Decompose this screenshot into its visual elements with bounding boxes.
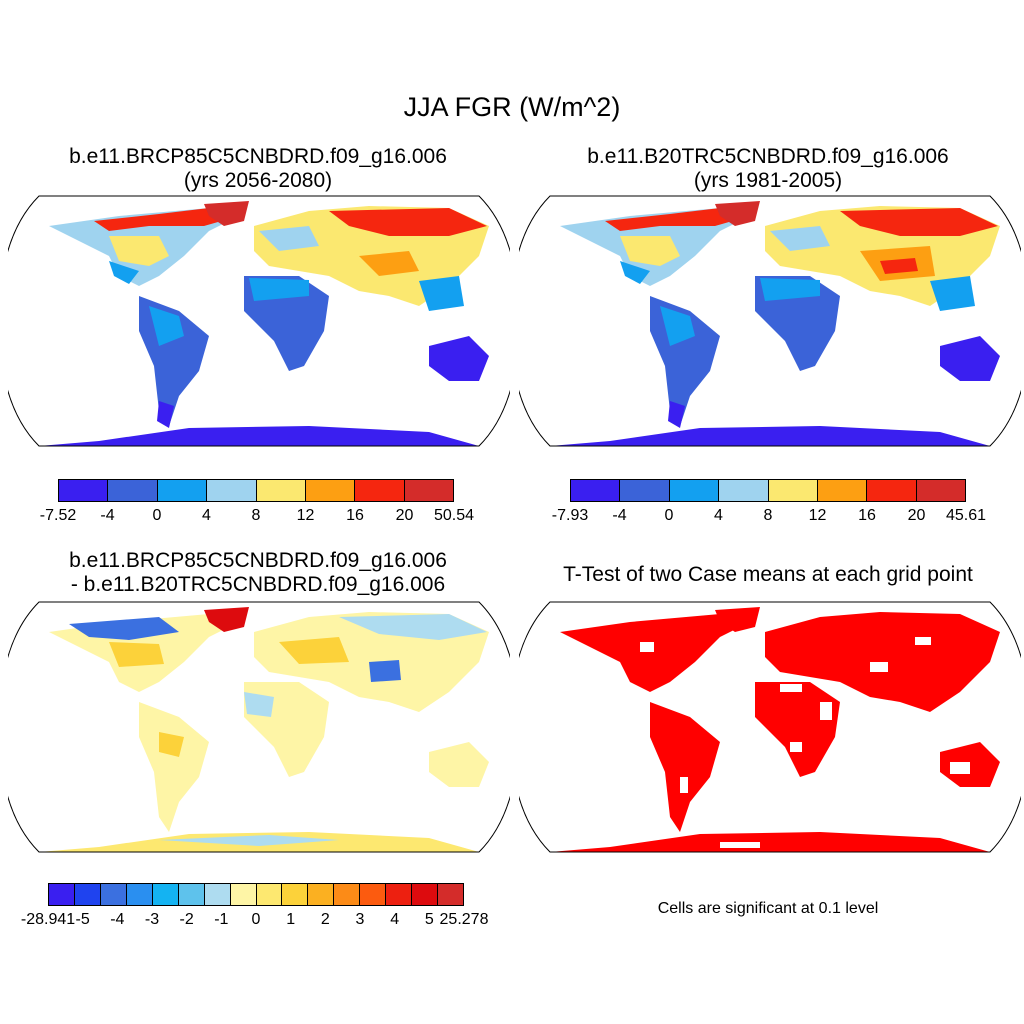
colorbar-tick-label: -4 bbox=[612, 507, 627, 524]
panel2-colorbar bbox=[570, 479, 966, 502]
colorbar-tick-label: -7.52 bbox=[39, 507, 77, 524]
africa bbox=[755, 682, 840, 777]
panel1-title-line1: b.e11.BRCP85C5CNBDRD.f09_g16.006 bbox=[69, 145, 447, 168]
south-america bbox=[650, 702, 720, 832]
colorbar-tick-label: 20 bbox=[907, 507, 926, 524]
panel2-colorbar-labels: -7.93 -4 0 4 8 12 16 20 45.61 bbox=[552, 507, 986, 527]
colorbar-tick-label: -1 bbox=[214, 911, 229, 928]
colorbar-box bbox=[719, 480, 769, 501]
colorbar-tick-label: 25.278 bbox=[439, 911, 489, 928]
colorbar-box bbox=[282, 884, 309, 905]
colorbar-tick-label: -4 bbox=[110, 911, 125, 928]
colorbar-tick-label: 0 bbox=[664, 507, 674, 524]
colorbar-box bbox=[178, 884, 205, 905]
panel3-colorbar bbox=[48, 883, 464, 906]
colorbar-tick-label: 4 bbox=[202, 507, 211, 524]
antarctica bbox=[39, 426, 479, 446]
colorbar-box bbox=[108, 480, 158, 501]
colorbar-tick-label: 1 bbox=[286, 911, 296, 928]
colorbar-box bbox=[334, 884, 361, 905]
colorbar-box bbox=[256, 480, 306, 501]
colorbar-tick-label: 20 bbox=[395, 507, 414, 524]
colorbar-tick-label: 0 bbox=[152, 507, 162, 524]
colorbar-box bbox=[305, 480, 356, 501]
colorbar-box bbox=[386, 884, 413, 905]
panel3-colorbar-labels: -28.941 -5 -4 -3 -2 -1 0 1 2 3 4 5 25.278 bbox=[21, 911, 489, 931]
colorbar-tick-label: 16 bbox=[346, 507, 364, 524]
colorbar-box bbox=[817, 480, 868, 501]
main-title: JJA FGR (W/m^2) bbox=[403, 92, 621, 122]
colorbar-box bbox=[74, 884, 101, 905]
colorbar-tick-label: -3 bbox=[144, 911, 160, 928]
colorbar-box bbox=[355, 480, 405, 501]
colorbar-box bbox=[207, 480, 257, 501]
colorbar-box bbox=[204, 884, 231, 905]
panel3-title-line2: - b.e11.B20TRC5CNBDRD.f09_g16.006 bbox=[70, 573, 446, 596]
panel1-colorbar-labels: -7.52 -4 0 4 8 12 16 20 50.54 bbox=[40, 507, 474, 527]
colorbar-box bbox=[152, 884, 179, 905]
south-america bbox=[139, 702, 209, 832]
colorbar-tick-label: 3 bbox=[355, 911, 365, 928]
panel1-map bbox=[8, 195, 510, 447]
colorbar-tick-label: 50.54 bbox=[433, 507, 475, 524]
colorbar-tick-label: 8 bbox=[251, 507, 261, 524]
panel2-title-line1: b.e11.B20TRC5CNBDRD.f09_g16.006 bbox=[587, 145, 949, 168]
colorbar-box bbox=[768, 480, 818, 501]
australia bbox=[429, 336, 489, 381]
colorbar-box bbox=[230, 884, 257, 905]
colorbar-box bbox=[126, 884, 153, 905]
panel1-title-line2: (yrs 2056-2080) bbox=[183, 169, 333, 192]
colorbar-tick-label: 2 bbox=[320, 911, 330, 928]
colorbar-box bbox=[100, 884, 127, 905]
panel1-colorbar bbox=[58, 479, 454, 502]
colorbar-tick-label: -4 bbox=[100, 507, 115, 524]
colorbar-tick-label: -2 bbox=[179, 911, 194, 928]
colorbar-box bbox=[669, 480, 720, 501]
colorbar-tick-label: 12 bbox=[808, 507, 827, 524]
colorbar-tick-label: -7.93 bbox=[551, 507, 589, 524]
colorbar-tick-label: 12 bbox=[296, 507, 315, 524]
colorbar-box bbox=[438, 884, 463, 905]
colorbar-tick-label: 5 bbox=[424, 911, 434, 928]
colorbar-tick-label: 4 bbox=[390, 911, 400, 928]
colorbar-box bbox=[360, 884, 387, 905]
colorbar-box bbox=[49, 884, 75, 905]
panel4-title: T-Test of two Case means at each grid po… bbox=[563, 563, 973, 586]
colorbar-box bbox=[620, 480, 670, 501]
greenland bbox=[204, 607, 249, 632]
colorbar-box bbox=[256, 884, 283, 905]
colorbar-tick-label: 8 bbox=[763, 507, 773, 524]
colorbar-tick-label: 4 bbox=[714, 507, 723, 524]
colorbar-box bbox=[308, 884, 335, 905]
australia bbox=[429, 742, 489, 787]
panel2-title-line2: (yrs 1981-2005) bbox=[693, 169, 843, 192]
significance-note: Cells are significant at 0.1 level bbox=[657, 900, 879, 917]
colorbar-box bbox=[59, 480, 109, 501]
colorbar-box bbox=[916, 480, 965, 501]
australia bbox=[940, 336, 1000, 381]
panel2-map bbox=[519, 195, 1021, 447]
colorbar-box bbox=[404, 480, 453, 501]
antarctica bbox=[550, 426, 990, 446]
colorbar-tick-label: 45.61 bbox=[945, 507, 987, 524]
colorbar-tick-label: 0 bbox=[251, 911, 261, 928]
north-america bbox=[560, 614, 750, 692]
greenland bbox=[715, 201, 760, 226]
colorbar-tick-label: -5 bbox=[75, 911, 90, 928]
greenland bbox=[204, 201, 249, 226]
panel4-map bbox=[519, 601, 1021, 853]
colorbar-box bbox=[157, 480, 208, 501]
colorbar-tick-label: -28.941 bbox=[20, 911, 76, 928]
colorbar-box bbox=[867, 480, 917, 501]
panel3-title-line1: b.e11.BRCP85C5CNBDRD.f09_g16.006 bbox=[69, 549, 447, 572]
antarctica bbox=[550, 832, 990, 852]
colorbar-box bbox=[571, 480, 621, 501]
colorbar-tick-label: 16 bbox=[858, 507, 876, 524]
colorbar-box bbox=[412, 884, 439, 905]
greenland bbox=[715, 607, 760, 632]
panel3-map bbox=[8, 601, 510, 853]
